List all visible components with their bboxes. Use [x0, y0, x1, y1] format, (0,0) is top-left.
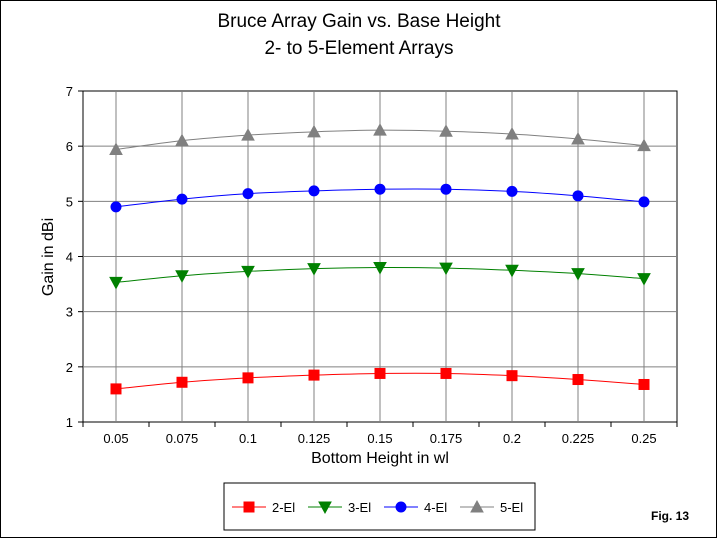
data-point-4-el	[506, 185, 518, 197]
y-tick-label: 1	[66, 415, 73, 430]
x-axis-ticks: 0.05 0.075 0.1 0.125 0.15 0.175 0.2 0.225 0.25	[82, 422, 678, 446]
series-2-el	[110, 367, 650, 395]
x-tick-label: 0.05	[103, 431, 128, 446]
y-axis-title: Gain in dBi	[40, 218, 57, 296]
data-point-5-el	[439, 124, 453, 137]
x-tick-label: 0.2	[503, 431, 521, 446]
data-point-2-el	[638, 378, 650, 390]
legend-item-4-el: 4-El	[384, 500, 447, 515]
data-point-5-el	[505, 126, 519, 140]
chart-title-line-2: 2- to 5-Element Arrays	[264, 38, 453, 59]
legend-item-5-el: 5-El	[460, 499, 523, 515]
series-3-el	[109, 262, 651, 290]
data-point-3-el	[175, 270, 189, 283]
data-point-2-el	[308, 369, 320, 381]
data-point-4-el	[440, 183, 452, 195]
data-point-4-el	[110, 201, 122, 213]
data-point-2-el	[110, 383, 122, 395]
legend-item-2-el: 2-El	[232, 500, 295, 515]
data-point-3-el	[241, 265, 255, 279]
data-point-3-el	[637, 273, 651, 286]
data-point-2-el	[374, 367, 386, 379]
data-point-3-el	[307, 263, 321, 276]
legend-marker-5-el	[470, 499, 484, 513]
data-point-5-el	[373, 123, 387, 136]
x-tick-label: 0.075	[166, 431, 199, 446]
data-point-5-el	[307, 124, 321, 138]
data-point-5-el	[571, 131, 585, 145]
series-5-el	[109, 123, 651, 155]
data-point-3-el	[439, 262, 453, 276]
y-tick-label: 3	[66, 305, 73, 320]
x-tick-label: 0.25	[631, 431, 656, 446]
data-point-2-el	[242, 372, 254, 384]
series-layer	[109, 123, 651, 395]
legend-item-3-el: 3-El	[308, 500, 371, 515]
data-point-3-el	[373, 262, 387, 275]
legend-label-2-el: 2-El	[272, 500, 295, 515]
data-point-5-el	[637, 138, 651, 152]
legend-marker-2-el	[243, 501, 255, 513]
legend-marker-3-el	[318, 501, 332, 515]
data-point-2-el	[572, 374, 584, 386]
y-tick-label: 2	[66, 360, 73, 375]
figure-label: Fig. 13	[651, 509, 689, 523]
data-point-4-el	[308, 185, 320, 197]
y-tick-label: 5	[66, 194, 73, 209]
x-tick-label: 0.125	[298, 431, 331, 446]
legend-label-4-el: 4-El	[424, 500, 447, 515]
x-tick-label: 0.175	[430, 431, 463, 446]
y-tick-label: 6	[66, 139, 73, 154]
data-point-5-el	[241, 128, 255, 141]
legend-label-5-el: 5-El	[500, 500, 523, 515]
x-tick-label: 0.1	[239, 431, 257, 446]
data-point-4-el	[242, 188, 254, 200]
data-point-5-el	[175, 133, 189, 147]
data-point-2-el	[176, 376, 188, 388]
y-tick-label: 4	[66, 250, 73, 265]
x-tick-label: 0.15	[367, 431, 392, 446]
x-tick-label: 0.225	[562, 431, 595, 446]
chart-title-line-1: Bruce Array Gain vs. Base Height	[217, 11, 501, 32]
y-axis-ticks: 1 2 3 4 5 6 7	[66, 84, 83, 430]
data-point-4-el	[176, 193, 188, 205]
y-tick-label: 7	[66, 84, 73, 99]
data-point-2-el	[440, 367, 452, 379]
x-axis-title: Bottom Height in wl	[311, 450, 449, 467]
data-point-3-el	[571, 268, 585, 281]
data-point-4-el	[374, 183, 386, 195]
data-point-3-el	[109, 276, 123, 290]
data-point-5-el	[109, 142, 123, 155]
legend-label-3-el: 3-El	[348, 500, 371, 515]
series-4-el	[110, 183, 650, 213]
data-point-4-el	[572, 190, 584, 202]
data-point-3-el	[505, 264, 519, 278]
legend: 2-El 3-El 4-El 5-El	[232, 499, 523, 515]
data-point-4-el	[638, 196, 650, 208]
legend-marker-4-el	[395, 501, 407, 513]
data-point-2-el	[506, 370, 518, 382]
